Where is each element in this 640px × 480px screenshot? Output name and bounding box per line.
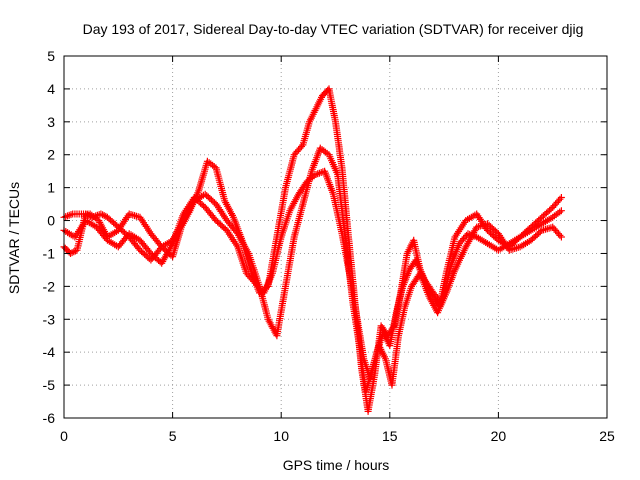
data-point	[547, 205, 555, 213]
data-point	[298, 143, 305, 150]
x-tick-label: 10	[273, 428, 289, 444]
data-points	[60, 85, 565, 415]
x-tick-label: 0	[60, 428, 68, 444]
y-tick-label: -1	[43, 245, 56, 261]
axis-ticks: 0 5 10 15 20 25 -6 -5 -4 -3 -2 -1 0 1 2 3 4 5	[43, 48, 615, 444]
plot-frame	[63, 55, 608, 419]
y-tick-label: 0	[47, 213, 55, 229]
y-tick-label: 4	[47, 81, 55, 97]
y-axis-label: SDTVAR / TECUs	[6, 182, 22, 294]
data-point	[556, 195, 564, 203]
data-point	[557, 194, 565, 201]
y-tick-label: 3	[47, 114, 55, 130]
series-1	[60, 85, 565, 415]
y-tick-label: -4	[43, 344, 56, 360]
y-tick-label: -2	[43, 278, 56, 294]
y-tick-label: -5	[43, 377, 56, 393]
y-tick-label: -6	[43, 410, 56, 426]
data-point	[468, 231, 475, 239]
series-2	[60, 144, 565, 396]
data-point	[557, 233, 565, 241]
chart-title: Day 193 of 2017, Sidereal Day-to-day VTE…	[83, 21, 584, 37]
y-tick-label: -3	[43, 311, 56, 327]
x-axis-label: GPS time / hours	[283, 457, 390, 473]
y-tick-label: 2	[47, 147, 55, 163]
data-point	[99, 211, 107, 219]
data-point	[312, 171, 320, 178]
x-tick-label: 15	[382, 428, 398, 444]
data-point	[97, 210, 105, 218]
x-tick-label: 20	[491, 428, 507, 444]
data-point	[556, 208, 564, 216]
x-tick-label: 25	[599, 428, 615, 444]
data-point	[70, 248, 78, 256]
data-point	[556, 231, 564, 239]
data-point	[464, 230, 472, 238]
series-3	[60, 167, 565, 382]
data-point	[100, 212, 108, 220]
data-point	[68, 249, 76, 257]
x-tick-label: 5	[169, 428, 177, 444]
y-tick-label: 1	[47, 180, 55, 196]
data-point	[557, 207, 565, 215]
y-tick-label: 5	[47, 48, 55, 64]
